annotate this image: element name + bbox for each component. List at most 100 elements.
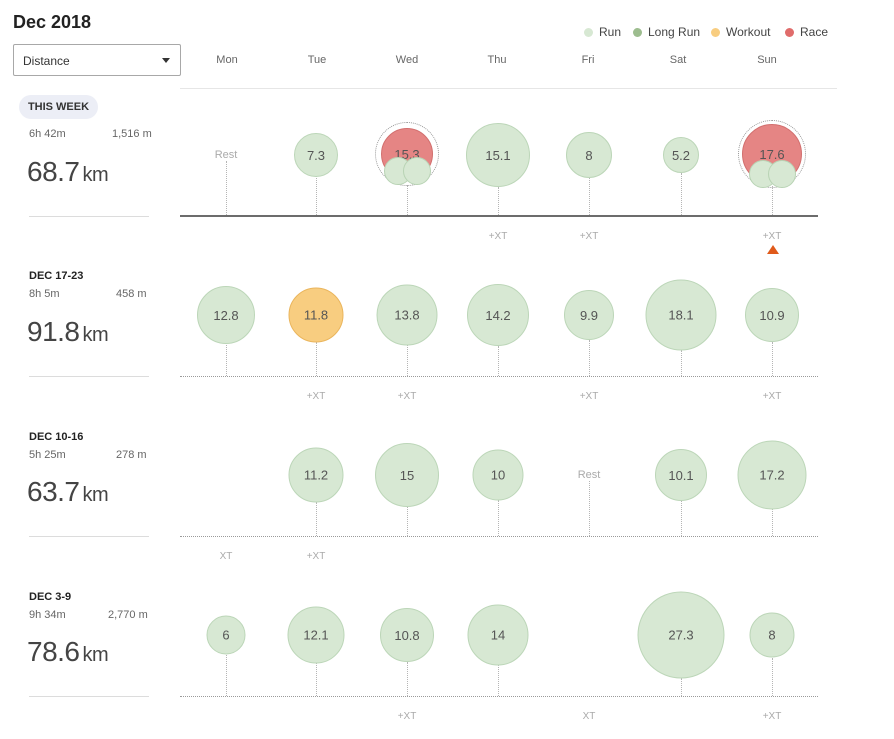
- day-stem: [407, 185, 408, 215]
- race-legend-dot-icon: [785, 27, 794, 37]
- rest-day-label: Rest: [214, 149, 238, 161]
- mini-activity-bubble[interactable]: [403, 157, 431, 185]
- mini-activity-bubble[interactable]: [768, 160, 796, 188]
- run-bubble[interactable]: 10.1: [655, 449, 707, 501]
- week-distance: 63.7 km: [27, 476, 109, 508]
- week-time: 9h 34m: [29, 609, 66, 621]
- cross-training-label: +XT: [579, 231, 599, 242]
- page-title: Dec 2018: [13, 12, 92, 32]
- run-bubble[interactable]: 11.2: [288, 447, 344, 503]
- day-stem: [498, 346, 499, 376]
- cross-training-label: +XT: [397, 391, 417, 402]
- run-bubble[interactable]: 14.2: [467, 284, 529, 346]
- cross-training-label: +XT: [488, 231, 508, 242]
- chevron-down-icon: [162, 58, 170, 63]
- run-bubble[interactable]: 17.2: [737, 440, 807, 510]
- day-stem: [498, 500, 499, 536]
- run-bubble[interactable]: 5.2: [663, 137, 699, 173]
- legend-long-run: Long Run: [633, 25, 700, 39]
- run-bubble[interactable]: 8: [749, 612, 795, 658]
- day-stem: [498, 187, 499, 215]
- week-label: DEC 10-16: [29, 431, 84, 443]
- run-bubble[interactable]: 15.1: [466, 123, 530, 187]
- run-bubble[interactable]: 15: [375, 443, 439, 507]
- legend-label: Long Run: [648, 25, 701, 39]
- legend-run: Run: [584, 25, 621, 39]
- day-stem: [407, 662, 408, 696]
- run-bubble[interactable]: 10: [472, 449, 524, 501]
- run-bubble[interactable]: 8: [566, 132, 612, 178]
- this-week-badge: THIS WEEK: [19, 95, 98, 119]
- run-bubble[interactable]: 7.3: [294, 133, 338, 177]
- legend-workout: Workout: [711, 25, 770, 39]
- day-stem: [226, 655, 227, 696]
- week-distance-unit: km: [82, 164, 109, 186]
- day-stem: [226, 161, 227, 215]
- day-stem: [226, 343, 227, 376]
- cross-training-label: XT: [219, 551, 233, 562]
- run-bubble[interactable]: 9.9: [564, 290, 614, 340]
- week-label: DEC 3-9: [29, 591, 72, 603]
- legend-label: Run: [599, 25, 622, 39]
- day-stem: [589, 178, 590, 215]
- day-stem: [589, 481, 590, 536]
- week-summary-divider: [29, 696, 149, 697]
- week-axis: [180, 536, 818, 537]
- day-stem: [316, 663, 317, 696]
- day-stem: [772, 342, 773, 376]
- legend-label: Workout: [726, 25, 771, 39]
- day-header-fri: Fri: [581, 54, 595, 66]
- day-stem: [772, 186, 773, 215]
- week-distance: 91.8 km: [27, 316, 109, 348]
- day-header-mon: Mon: [216, 54, 238, 66]
- run-bubble[interactable]: 10.9: [745, 288, 799, 342]
- day-stem: [316, 502, 317, 536]
- day-stem: [681, 173, 682, 215]
- run-bubble[interactable]: 18.1: [645, 279, 717, 351]
- metric-dropdown[interactable]: Distance: [13, 44, 181, 76]
- week-summary-divider: [29, 216, 149, 217]
- day-header-sun: Sun: [757, 54, 777, 66]
- run-bubble[interactable]: 14: [467, 604, 529, 666]
- workout-bubble[interactable]: 11.8: [288, 287, 344, 343]
- week-time: 5h 25m: [29, 449, 66, 461]
- week-elevation: 278 m: [116, 449, 147, 461]
- week-elevation: 458 m: [116, 288, 147, 300]
- day-header-thu: Thu: [487, 54, 507, 66]
- week-axis: [180, 376, 818, 377]
- week-time: 6h 42m: [29, 128, 66, 140]
- long-run-legend-dot-icon: [633, 27, 642, 37]
- cross-training-label: +XT: [306, 551, 326, 562]
- day-header-wed: Wed: [395, 54, 419, 66]
- race-ring: [375, 122, 439, 186]
- week-summary-divider: [29, 536, 149, 537]
- day-stem: [681, 350, 682, 376]
- run-bubble[interactable]: 13.8: [376, 284, 438, 346]
- day-header-tue: Tue: [307, 54, 327, 66]
- week-distance: 68.7 km: [27, 156, 109, 188]
- week-summary-divider: [29, 376, 149, 377]
- week-axis: [180, 696, 818, 697]
- cross-training-label: +XT: [762, 231, 782, 242]
- run-bubble[interactable]: 12.1: [287, 606, 345, 664]
- cross-training-label: +XT: [397, 711, 417, 722]
- day-stem: [498, 665, 499, 696]
- run-bubble[interactable]: 6: [206, 615, 246, 655]
- metric-dropdown-value: Distance: [23, 54, 70, 68]
- week-label: DEC 17-23: [29, 270, 84, 282]
- day-stem: [681, 678, 682, 696]
- cross-training-label: +XT: [762, 711, 782, 722]
- week-distance-unit: km: [82, 324, 109, 346]
- week-distance-unit: km: [82, 644, 109, 666]
- cross-training-label: XT: [582, 711, 596, 722]
- run-bubble[interactable]: 12.8: [197, 286, 255, 344]
- week-elevation: 2,770 m: [108, 609, 148, 621]
- day-stem: [681, 500, 682, 536]
- week-elevation: 1,516 m: [112, 128, 152, 140]
- rest-day-label: Rest: [577, 469, 601, 481]
- day-stem: [316, 342, 317, 376]
- day-stem: [316, 176, 317, 215]
- run-bubble[interactable]: 10.8: [380, 608, 434, 662]
- long-run-bubble[interactable]: 27.3: [637, 591, 725, 679]
- week-time: 8h 5m: [29, 288, 60, 300]
